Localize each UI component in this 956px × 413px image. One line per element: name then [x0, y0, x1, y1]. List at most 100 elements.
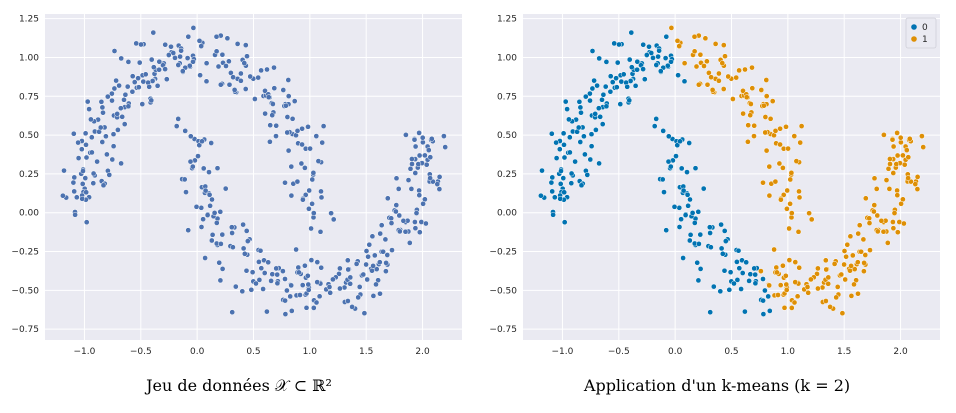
right-data-point — [553, 139, 559, 146]
right-data-point — [819, 284, 826, 291]
right-data-point — [722, 238, 729, 244]
left-scatter-chart: −1.0 −0.5 0.0 0.5 1.0 1.5 2.0 −0.75 −0.50 −0.25 0.… — [11, 14, 462, 357]
right-data-point — [692, 165, 699, 172]
left-data-point — [118, 160, 124, 167]
left-data-point — [175, 62, 182, 68]
right-data-point — [851, 281, 857, 288]
left-data-point — [412, 170, 419, 176]
right-data-point — [912, 181, 919, 187]
left-data-point — [73, 194, 80, 201]
left-data-point — [135, 75, 141, 82]
right-data-point — [841, 261, 847, 268]
right-data-point — [587, 97, 593, 104]
left-data-point — [216, 259, 223, 266]
right-data-point — [878, 217, 885, 224]
left-data-point — [428, 135, 435, 142]
left-data-point — [326, 284, 333, 290]
right-data-point — [838, 271, 845, 278]
right-data-point — [566, 134, 573, 141]
right-data-point — [553, 155, 560, 161]
right-data-point — [653, 62, 660, 68]
left-data-point — [163, 76, 170, 83]
right-data-point — [668, 25, 675, 31]
right-data-point — [663, 33, 670, 40]
right-data-point — [707, 309, 714, 316]
right-data-point — [731, 280, 737, 287]
left-data-point — [282, 297, 288, 304]
left-data-point — [106, 172, 113, 178]
left-data-point — [83, 141, 89, 148]
left-data-point — [422, 152, 428, 159]
left-data-point — [370, 263, 376, 269]
right-data-point — [707, 230, 713, 236]
right-data-point — [795, 228, 802, 235]
left-x-tick-label: 2.0 — [415, 347, 430, 357]
right-data-point — [858, 248, 864, 255]
right-data-point — [751, 133, 757, 139]
left-data-point — [125, 59, 132, 65]
left-data-point — [249, 269, 256, 276]
right-data-point — [668, 58, 674, 65]
legend-marker — [911, 24, 917, 30]
right-x-tick-label: −1.0 — [552, 347, 574, 357]
right-data-point — [749, 85, 756, 92]
left-data-point — [203, 78, 210, 85]
left-data-point — [274, 280, 281, 287]
right-data-point — [847, 233, 854, 240]
right-data-point — [632, 82, 639, 89]
right-data-point — [556, 146, 563, 153]
right-data-point — [634, 66, 640, 73]
left-data-point — [298, 160, 305, 167]
left-data-point — [209, 231, 216, 238]
right-data-point — [640, 41, 647, 48]
left-data-point — [244, 238, 251, 244]
left-data-point — [371, 252, 378, 259]
right-data-point — [792, 259, 799, 265]
right-data-point — [780, 165, 786, 171]
right-data-point — [561, 219, 568, 226]
right-data-point — [752, 271, 759, 278]
left-y-tick-label: 0.50 — [19, 131, 39, 141]
right-data-point — [680, 255, 686, 261]
left-data-point — [314, 279, 321, 285]
left-data-point — [285, 93, 292, 99]
left-data-point — [389, 247, 395, 253]
left-y-tick-label: 0.00 — [19, 209, 39, 219]
right-data-point — [687, 196, 693, 203]
left-data-point — [111, 85, 118, 92]
right-data-point — [784, 205, 790, 212]
left-data-point — [427, 175, 433, 181]
right-data-point — [674, 142, 681, 149]
left-data-point — [383, 268, 389, 275]
left-data-point — [150, 29, 157, 36]
left-data-point — [75, 155, 82, 161]
left-data-point — [369, 267, 375, 274]
right-data-point — [588, 143, 595, 150]
right-data-point — [920, 144, 927, 150]
legend-label: 1 — [922, 35, 928, 45]
right-data-point — [734, 259, 740, 265]
left-data-point — [407, 165, 414, 172]
left-data-point — [113, 77, 119, 84]
left-data-point — [423, 161, 430, 168]
left-data-point — [97, 124, 104, 131]
right-data-point — [733, 74, 740, 81]
legend-label: 0 — [922, 23, 928, 33]
left-data-point — [294, 178, 301, 185]
right-data-point — [618, 78, 625, 85]
right-data-point — [682, 212, 689, 218]
left-data-point — [172, 55, 178, 61]
left-data-point — [214, 165, 221, 172]
left-data-point — [318, 194, 325, 201]
left-data-point — [247, 73, 254, 80]
left-y-tick-label: −0.75 — [11, 325, 39, 335]
left-data-point — [238, 77, 244, 84]
left-data-point — [248, 286, 255, 293]
left-data-point — [309, 176, 316, 183]
left-data-point — [288, 308, 295, 314]
left-data-point — [282, 311, 289, 317]
right-data-point — [862, 195, 869, 202]
right-data-point — [697, 266, 704, 272]
left-data-point — [61, 167, 67, 174]
left-data-point — [361, 310, 368, 317]
